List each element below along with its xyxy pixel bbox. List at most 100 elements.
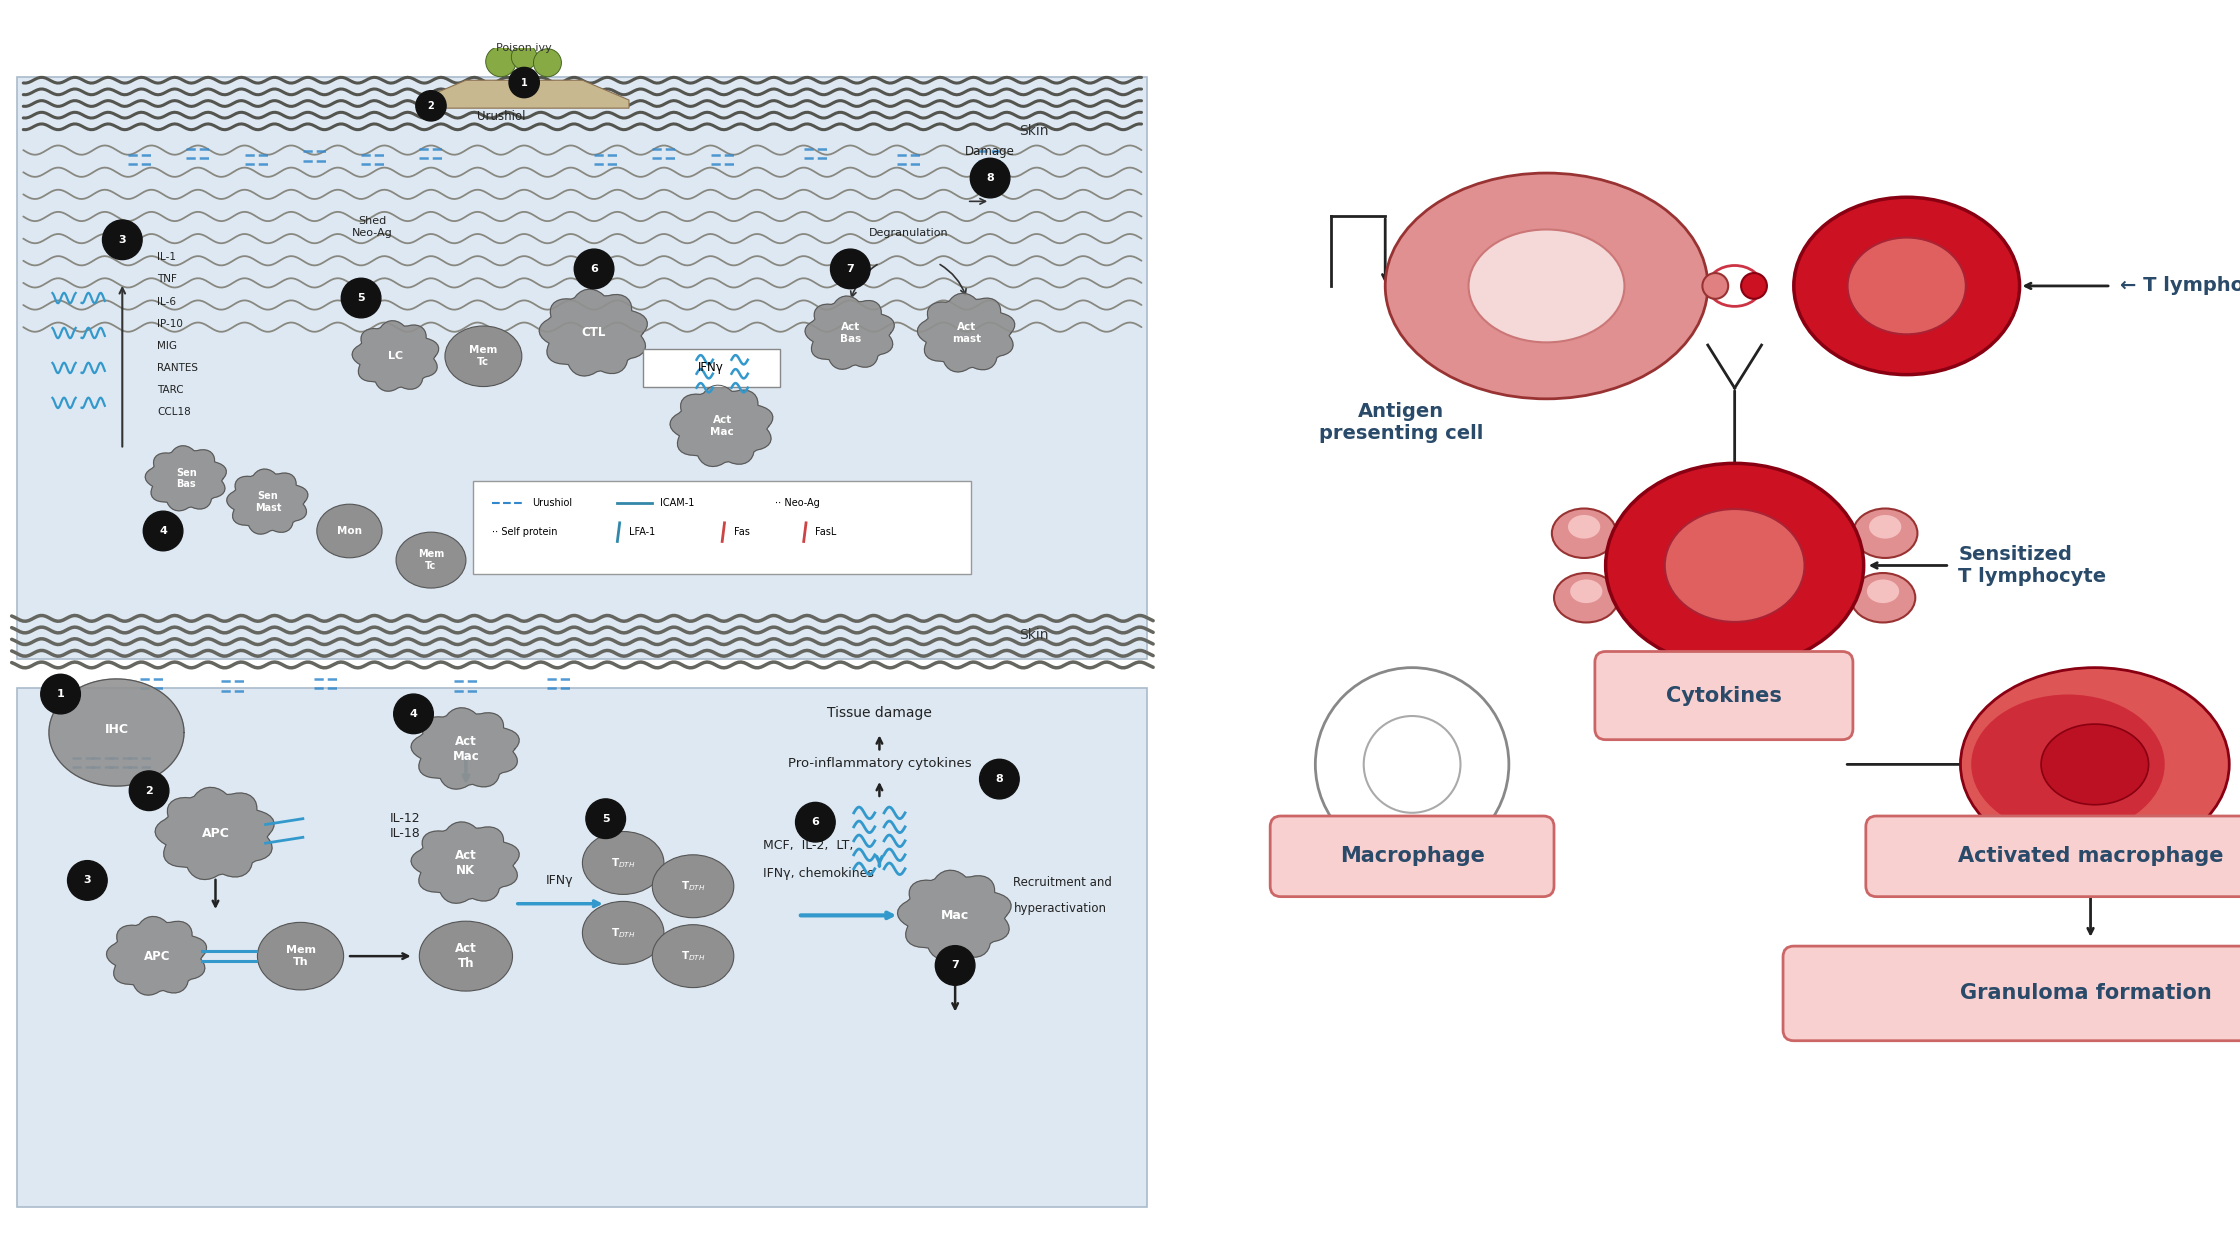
Text: TARC: TARC (157, 386, 184, 396)
Circle shape (340, 278, 381, 318)
FancyBboxPatch shape (1595, 651, 1852, 740)
Text: Fas: Fas (735, 527, 750, 537)
Text: Skin: Skin (1019, 123, 1048, 137)
Text: Shed
Neo-Ag: Shed Neo-Ag (352, 217, 392, 238)
Text: APC: APC (202, 828, 228, 840)
Text: T$_{DTH}$: T$_{DTH}$ (681, 879, 706, 893)
Text: Act
NK: Act NK (455, 849, 477, 877)
Text: Mac: Mac (941, 908, 970, 922)
Text: hyperactivation: hyperactivation (1012, 902, 1107, 915)
FancyBboxPatch shape (1866, 816, 2240, 897)
Text: RANTES: RANTES (157, 363, 199, 373)
Text: 8: 8 (986, 173, 995, 183)
Ellipse shape (1384, 173, 1707, 399)
Text: Tissue damage: Tissue damage (827, 707, 932, 721)
Text: IHC: IHC (105, 722, 128, 736)
Text: ← T lymphocyte: ← T lymphocyte (2119, 276, 2240, 295)
Text: Act
mast: Act mast (952, 323, 981, 344)
Ellipse shape (652, 925, 735, 988)
Polygon shape (412, 822, 520, 903)
Ellipse shape (652, 854, 735, 917)
Text: Activated macrophage: Activated macrophage (1958, 847, 2224, 867)
Ellipse shape (419, 921, 513, 992)
Text: 4: 4 (410, 709, 417, 719)
Text: Sen
Bas: Sen Bas (177, 467, 197, 489)
Circle shape (970, 159, 1010, 198)
FancyBboxPatch shape (1783, 946, 2240, 1041)
Circle shape (486, 47, 515, 77)
Text: 7: 7 (847, 263, 853, 273)
Text: FasL: FasL (815, 527, 838, 537)
Text: Mem
Th: Mem Th (284, 945, 316, 966)
Polygon shape (146, 446, 226, 510)
Text: IFNγ, chemokines: IFNγ, chemokines (764, 867, 874, 879)
Circle shape (1364, 716, 1460, 813)
Text: Urushiol: Urushiol (477, 110, 524, 122)
Ellipse shape (1606, 464, 1864, 668)
FancyBboxPatch shape (18, 77, 1147, 659)
Text: 1: 1 (56, 689, 65, 699)
Text: LFA-1: LFA-1 (629, 527, 656, 537)
Ellipse shape (1868, 515, 1902, 538)
Text: Poison ivy: Poison ivy (497, 43, 551, 53)
Polygon shape (155, 788, 273, 879)
Polygon shape (804, 296, 894, 369)
Polygon shape (108, 916, 206, 995)
Circle shape (67, 861, 108, 900)
Circle shape (394, 694, 432, 733)
Ellipse shape (1866, 580, 1900, 604)
Circle shape (979, 760, 1019, 799)
FancyBboxPatch shape (473, 481, 972, 575)
Circle shape (795, 803, 836, 842)
Text: Pro-inflammatory cytokines: Pro-inflammatory cytokines (788, 757, 972, 770)
Text: Sen
Mast: Sen Mast (255, 491, 282, 513)
Polygon shape (49, 679, 184, 786)
Ellipse shape (1570, 580, 1602, 604)
Ellipse shape (446, 326, 522, 387)
Text: Act
Mac: Act Mac (710, 416, 735, 437)
Text: IL-1: IL-1 (157, 252, 177, 262)
Circle shape (143, 512, 184, 551)
Text: Recruitment and: Recruitment and (1012, 876, 1113, 890)
Text: 4: 4 (159, 525, 168, 536)
Text: 6: 6 (589, 263, 598, 273)
Circle shape (573, 249, 614, 289)
Text: MCF,  IL-2,  LT,: MCF, IL-2, LT, (764, 839, 853, 852)
Ellipse shape (258, 922, 343, 990)
Circle shape (40, 674, 81, 714)
Text: 8: 8 (995, 774, 1004, 784)
Text: Antigen
presenting cell: Antigen presenting cell (1319, 402, 1483, 444)
Ellipse shape (396, 532, 466, 588)
Ellipse shape (1664, 509, 1805, 622)
Text: 1: 1 (520, 78, 529, 87)
Polygon shape (670, 386, 773, 466)
Polygon shape (352, 321, 439, 391)
Ellipse shape (1850, 573, 1915, 622)
Text: IL-12
IL-18: IL-12 IL-18 (390, 811, 421, 839)
Text: Mem
Tc: Mem Tc (468, 345, 497, 367)
Ellipse shape (1740, 273, 1767, 299)
Text: 5: 5 (356, 294, 365, 304)
Ellipse shape (1702, 273, 1729, 299)
Text: IFNγ: IFNγ (544, 874, 573, 887)
Text: 5: 5 (603, 814, 609, 824)
FancyBboxPatch shape (643, 349, 780, 387)
Text: ⋅⋅ Self protein: ⋅⋅ Self protein (491, 527, 558, 537)
Ellipse shape (1469, 229, 1624, 343)
Polygon shape (419, 81, 629, 108)
Text: Skin: Skin (1019, 629, 1048, 643)
Circle shape (533, 49, 562, 77)
Text: Urushiol: Urushiol (533, 498, 573, 508)
Text: T$_{DTH}$: T$_{DTH}$ (612, 926, 636, 940)
Text: Act
Th: Act Th (455, 942, 477, 970)
Text: 6: 6 (811, 818, 820, 828)
Text: Degranulation: Degranulation (869, 228, 948, 238)
Polygon shape (898, 871, 1010, 960)
Text: Mon: Mon (336, 525, 363, 536)
Ellipse shape (1707, 266, 1761, 306)
Text: 7: 7 (952, 960, 959, 970)
Text: Sensitized
T lymphocyte: Sensitized T lymphocyte (1958, 546, 2106, 586)
Ellipse shape (1794, 198, 2020, 374)
Text: TNF: TNF (157, 275, 177, 285)
Ellipse shape (316, 504, 383, 558)
